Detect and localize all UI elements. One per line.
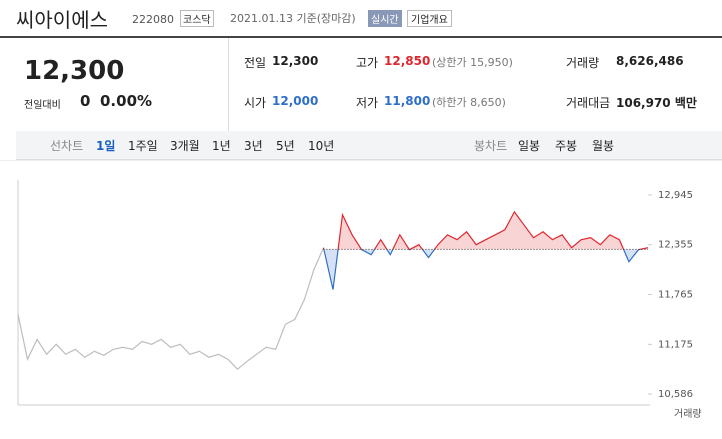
- cell-label: 거래량: [566, 56, 600, 70]
- stock-code: 222080: [132, 13, 174, 26]
- price-line: [17, 247, 325, 371]
- stock-name: 씨아이에스: [16, 8, 108, 32]
- cell-value: 11,800: [384, 94, 431, 108]
- tab[interactable]: 1일: [96, 139, 116, 153]
- tab-bar: 선차트 1일 1주일 3개월 1년 3년 5년 10년 봉차트 일봉 주봉 월봉: [16, 131, 722, 160]
- price: 12,300: [24, 56, 125, 86]
- cell-value: 12,300: [272, 54, 319, 68]
- summary: 12,300 전일대비 0 0.00% 전일 12,300 고가 12,850 (상한가…: [16, 38, 722, 132]
- tab[interactable]: 10년: [308, 139, 335, 153]
- realtime-button[interactable]: 실시간: [368, 10, 402, 27]
- date: 2021.01.13 기준(장마감): [230, 12, 356, 25]
- tab-label: 봉차트: [474, 139, 508, 153]
- header: 씨아이에스 222080 코스닥 2021.01.13 기준(장마감) 실시간 …: [0, 0, 722, 38]
- price-line: [322, 210, 649, 290]
- tab[interactable]: 5년: [276, 139, 295, 153]
- cell-note: (상한가 15,950): [432, 56, 513, 69]
- cell-value: 106,970 백만: [616, 96, 697, 110]
- cell-value: 12,850: [384, 54, 431, 68]
- chart: 거래량 10,586 11,175 11,765 12,355 12,945: [0, 160, 722, 420]
- company-button[interactable]: 기업개요: [407, 10, 452, 27]
- tab[interactable]: 3년: [244, 139, 263, 153]
- price-panel: 12,300 전일대비 0 0.00%: [16, 38, 229, 131]
- cell-note: (하한가 8,650): [432, 96, 506, 109]
- tab-label: 선차트: [50, 139, 84, 153]
- cell-label: 전일: [244, 56, 267, 70]
- change-label: 전일대비: [24, 100, 61, 111]
- tab[interactable]: 1주일: [128, 139, 158, 153]
- volume-label: 거래량: [674, 408, 702, 420]
- tab[interactable]: 3개월: [170, 139, 200, 153]
- change: 0: [80, 92, 91, 110]
- y-tick-label: 12,945: [658, 190, 693, 201]
- y-tick-label: 10,586: [658, 389, 693, 400]
- tab[interactable]: 월봉: [592, 139, 615, 153]
- cell-value: 8,626,486: [616, 54, 684, 68]
- cell-label: 시가: [244, 96, 267, 110]
- tab[interactable]: 주봉: [555, 139, 578, 153]
- area-fill: [323, 211, 648, 290]
- cell-label: 저가: [356, 96, 379, 110]
- y-tick-label: 12,355: [658, 240, 693, 251]
- market-badge: 코스닥: [180, 10, 214, 27]
- y-tick-label: 11,765: [658, 290, 693, 301]
- cell-label: 고가: [356, 56, 379, 70]
- change-rate: 0.00%: [100, 92, 153, 110]
- cell-label: 거래대금: [566, 96, 611, 110]
- y-tick-label: 11,175: [658, 339, 693, 350]
- tab[interactable]: 일봉: [518, 139, 541, 153]
- cell-value: 12,000: [272, 94, 319, 108]
- tab[interactable]: 1년: [212, 139, 231, 153]
